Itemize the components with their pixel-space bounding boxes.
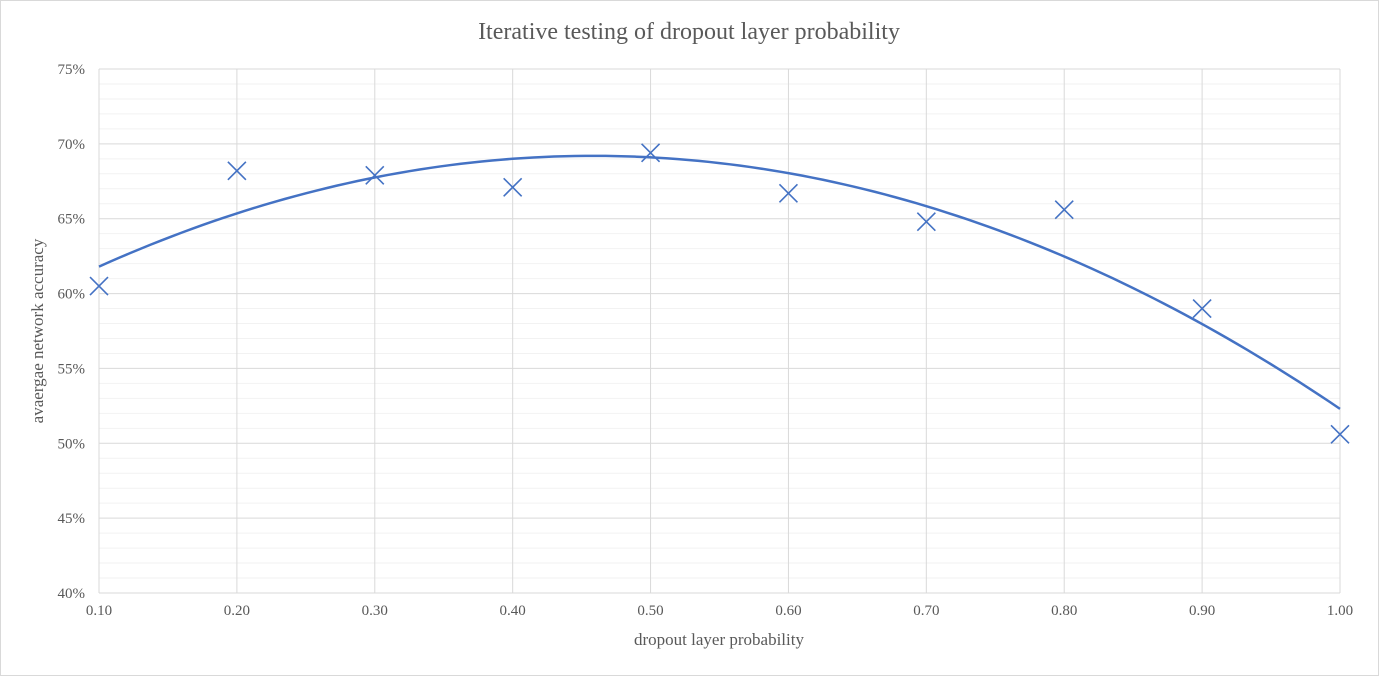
x-tick-label: 0.60 [775, 603, 801, 619]
y-tick-label: 65% [58, 212, 86, 228]
data-point-stroke [1330, 424, 1350, 444]
y-tick-label: 50% [58, 436, 86, 452]
data-points [89, 143, 1350, 444]
data-point-stroke [89, 276, 109, 296]
data-point-stroke [916, 212, 936, 232]
data-point [778, 183, 799, 203]
data-point [1054, 200, 1074, 220]
polynomial-trendline [98, 154, 1341, 410]
x-axis-ticks: 0.10 0.20 0.30 0.40 0.50 0.60 0.70 0.80 0.90 1.00 [86, 603, 1353, 619]
minor-gridlines [99, 83, 1340, 579]
data-point-stroke [503, 177, 523, 197]
y-tick-label: 40% [58, 586, 86, 602]
data-point-stroke [778, 183, 799, 203]
y-tick-label: 55% [58, 361, 86, 377]
data-point-stroke [1054, 200, 1074, 220]
x-axis-label: dropout layer probability [634, 630, 804, 649]
data-point [227, 161, 247, 181]
data-point-stroke [640, 143, 661, 163]
x-tick-label: 0.80 [1051, 603, 1077, 619]
data-point-stroke [227, 161, 247, 181]
data-point [89, 276, 109, 296]
y-tick-label: 70% [58, 137, 86, 153]
data-point [1330, 424, 1350, 444]
data-point [1192, 298, 1212, 319]
y-tick-label: 60% [58, 287, 86, 303]
data-point-stroke [365, 165, 385, 185]
y-axis-label: avaergae network accuracy [28, 238, 47, 423]
x-tick-label: 0.40 [500, 603, 526, 619]
y-tick-label: 45% [58, 511, 86, 527]
data-point [640, 143, 661, 163]
x-tick-label: 0.20 [224, 603, 250, 619]
chart-title: Iterative testing of dropout layer proba… [478, 19, 900, 45]
x-tick-label: 1.00 [1327, 603, 1353, 619]
x-tick-label: 0.90 [1189, 603, 1215, 619]
x-tick-label: 0.50 [637, 603, 663, 619]
data-point [365, 165, 385, 185]
x-tick-label: 0.30 [362, 603, 388, 619]
x-tick-label: 0.70 [913, 603, 939, 619]
major-gridlines [98, 68, 1341, 594]
y-axis-ticks: 40% 45% 50% 55% 60% 65% 70% 75% [58, 62, 86, 602]
data-point [503, 177, 523, 197]
x-tick-label: 0.10 [86, 603, 112, 619]
data-point [916, 212, 936, 232]
data-point-stroke [1192, 298, 1212, 319]
y-tick-label: 75% [58, 62, 86, 78]
